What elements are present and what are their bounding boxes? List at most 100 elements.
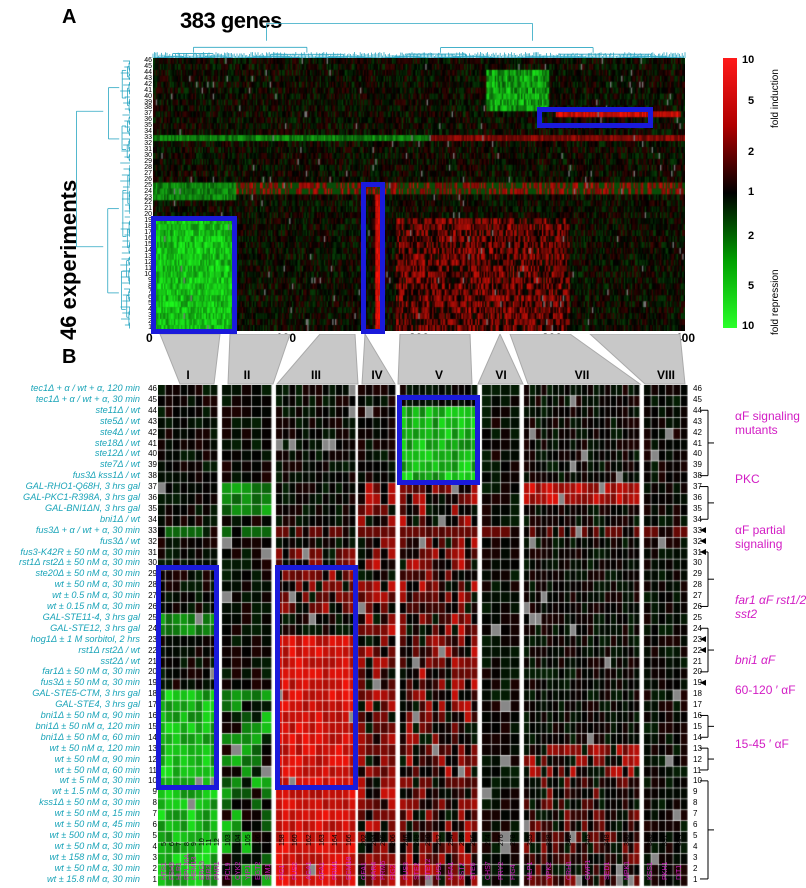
row-number-left: 18 — [148, 689, 157, 699]
gene-number: 204 — [370, 834, 378, 846]
gene-number: 162 — [305, 834, 313, 846]
condition-label: tec1Δ + α / wt + α, 120 min — [30, 383, 140, 393]
row-number-left: 45 — [148, 394, 157, 404]
row-number-right: 30 — [693, 558, 702, 568]
panel-a-row-number: 11 — [144, 264, 152, 272]
gene-number: 12 — [213, 838, 221, 846]
panel-a-heatmap — [153, 58, 685, 331]
gene-label: HTS1 — [161, 862, 168, 880]
row-number-right: 14 — [693, 732, 702, 742]
row-number-right: 32 — [693, 536, 702, 546]
condition-label: ste7Δ / wt — [99, 459, 140, 470]
condition-label: GAL-STE5-CTM, 3 hrs gal — [32, 688, 140, 699]
gene-label: PRM5 — [380, 860, 387, 880]
cluster-label-v: V — [434, 368, 443, 382]
row-number-left: 41 — [148, 438, 157, 448]
panel-a-row-number: 41 — [144, 86, 152, 94]
gene-label: GFA1 — [319, 862, 326, 880]
row-number-right: 46 — [693, 384, 702, 393]
zoom-connectors — [159, 334, 686, 385]
gene-number: 109 — [265, 834, 272, 846]
row-number-left: 3 — [152, 852, 157, 862]
row-number-left: 32 — [148, 536, 157, 546]
gene-number: 335 — [527, 834, 534, 846]
cb-tick-5-top: 5 — [748, 95, 755, 107]
row-number-right: 15 — [693, 721, 702, 731]
condition-label: GAL-PKC1-R398A, 3 hrs gal — [23, 492, 140, 502]
cb-tick-10-bottom: 10 — [742, 320, 755, 332]
group-label-bni1: bni1 αF — [735, 653, 776, 667]
row-number-left: 25 — [148, 612, 157, 622]
panel-a-row-number: 24 — [144, 187, 152, 195]
gene-number: 7 — [176, 842, 183, 846]
row-number-left: 11 — [148, 765, 157, 775]
row-number-left: 23 — [148, 634, 157, 644]
panel-a-title: 383 genes — [180, 8, 282, 33]
condition-label: fus3Δ / wt — [99, 535, 140, 546]
row-number-left: 10 — [148, 776, 157, 786]
gene-number: 164 — [332, 834, 340, 846]
highlight-box-b-cluster-i — [156, 565, 219, 790]
panel-a-row-number: 25 — [144, 181, 152, 189]
row-number-right: 12 — [693, 754, 702, 764]
gene-number: 342 — [565, 834, 573, 846]
gene-label: ERG3 — [198, 860, 206, 880]
panel-a-row-number: 14 — [144, 246, 152, 254]
gene-label: SST2 — [458, 862, 466, 880]
row-number-right: 8 — [693, 798, 698, 808]
panel-a-row-number: 26 — [144, 175, 152, 183]
panel-a-row-number: 44 — [144, 68, 152, 76]
panel-a-row-number: 31 — [144, 146, 152, 154]
condition-label: GAL-STE4, 3 hrs gal — [55, 699, 140, 710]
cb-tick-2-bottom: 2 — [748, 230, 755, 242]
panel-a-row-number: 16 — [144, 235, 152, 243]
row-number-right: 43 — [693, 416, 702, 426]
row-number-left: 35 — [148, 503, 157, 513]
cb-tick-10-top: 10 — [742, 54, 755, 66]
panel-a-ylabel: 46 experiments — [56, 179, 81, 340]
gene-label: AGA1 — [305, 861, 313, 880]
cb-tick-5-bottom: 5 — [748, 280, 755, 292]
gene-label: PHR1 — [213, 861, 221, 880]
cb-tick-1: 1 — [748, 186, 755, 198]
panel-a-row-number: 4 — [148, 306, 152, 314]
cluster-label-ii: II — [243, 368, 251, 382]
row-number-right: 11 — [693, 765, 702, 775]
row-number-right: 17 — [693, 700, 702, 710]
gene-label: KAR4 — [370, 861, 378, 880]
panel-a-row-number: 29 — [144, 157, 152, 165]
group-label-signaling-mutants: αF signaling mutants — [735, 409, 800, 437]
condition-label: tec1Δ + α / wt + α, 30 min — [35, 393, 140, 404]
gene-label: PRY2 — [497, 861, 505, 880]
cluster-label-iii: III — [310, 368, 321, 382]
gene-label: STE2 — [414, 862, 422, 880]
panel-a-row-number: 10 — [144, 270, 152, 278]
row-number-left: 40 — [148, 449, 157, 459]
gene-label: EGT2 — [255, 861, 262, 880]
row-number-left: 19 — [148, 678, 157, 688]
gene-label: CWP1 — [585, 859, 592, 880]
panel-a-letter: A — [62, 6, 77, 28]
panel-b-letter: B — [62, 346, 77, 368]
row-number-left: 6 — [152, 820, 157, 829]
condition-label: wt ± 5 nM α, 30 min — [59, 775, 140, 786]
gene-label: DIT1 — [676, 864, 684, 880]
panel-a-row-number: 30 — [144, 151, 152, 159]
gene-number: 202 — [361, 834, 368, 846]
panel-a-row-number: 13 — [144, 252, 152, 260]
gene-label: MPK1 — [623, 860, 631, 880]
gene-number: 103 — [225, 834, 232, 846]
highlight-box-cluster-i — [151, 216, 237, 334]
row-number-right: 44 — [693, 405, 702, 415]
row-number-left: 30 — [148, 558, 157, 568]
group-label-60-120: 60-120 ′ αF — [735, 683, 796, 697]
row-number-left: 42 — [148, 427, 157, 437]
row-number-right: 24 — [693, 623, 702, 633]
row-number-right: 10 — [693, 776, 702, 786]
gene-number: 274 — [485, 834, 492, 846]
gene-label: MFA1 — [447, 861, 455, 880]
row-number-right: 36 — [693, 493, 702, 502]
panel-a-row-number: 38 — [144, 104, 152, 112]
condition-label: wt ± 50 nM α, 90 min — [54, 753, 140, 764]
panel-a-row-number: 37 — [144, 110, 152, 118]
